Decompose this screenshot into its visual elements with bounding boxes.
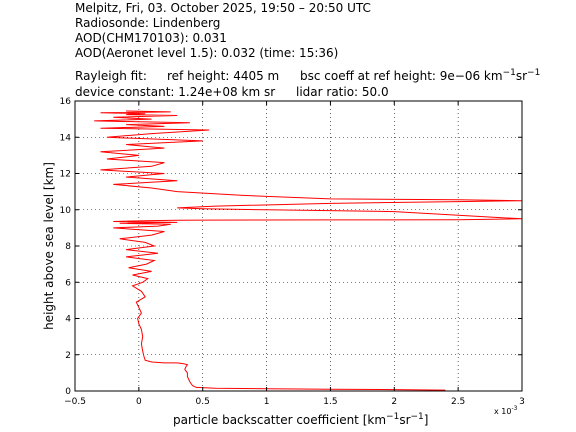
x-tick-label: 2.5	[451, 397, 465, 407]
bsc-coeff: bsc coeff at ref height: 9e−06 km−1sr−1	[300, 68, 540, 83]
y-tick-label: 12	[60, 170, 71, 180]
x-tick-label: 0.5	[196, 397, 210, 407]
header-text: Melpitz, Fri, 03. October 2025, 19:50 – …	[75, 1, 540, 99]
aod-chm-line: AOD(CHM170103): 0.031	[75, 31, 227, 45]
y-tick-label: 6	[65, 278, 71, 288]
title-line: Melpitz, Fri, 03. October 2025, 19:50 – …	[75, 1, 371, 15]
y-tick-label: 0	[65, 387, 71, 397]
x-axis-label: particle backscatter coefficient [km−1sr…	[173, 412, 428, 427]
y-tick-label: 8	[65, 242, 71, 252]
x-tick-label: 2	[391, 397, 397, 407]
x-tick-label: 1.5	[323, 397, 337, 407]
x-tick-label: 3	[519, 397, 525, 407]
x-multiplier: x 10-3	[494, 405, 518, 416]
y-tick-label: 2	[65, 351, 71, 361]
ref-height: ref height: 4405 m	[167, 69, 279, 83]
device-constant: device constant: 1.24e+08 km sr	[75, 85, 275, 99]
grid-lines	[75, 101, 522, 391]
aod-aeronet-line: AOD(Aeronet level 1.5): 0.032 (time: 15:…	[75, 46, 338, 60]
y-tick-label: 14	[60, 133, 72, 143]
x-tick-label: −0.5	[64, 397, 86, 407]
backscatter-profile-line	[94, 110, 522, 391]
y-tick-label: 16	[60, 97, 72, 107]
y-axis-ticks: 0 2 4 6 8 10 12 14 16	[60, 97, 522, 397]
y-tick-label: 4	[65, 315, 71, 325]
y-tick-label: 10	[60, 206, 72, 216]
x-tick-label: 0	[136, 397, 142, 407]
x-axis-ticks: −0.5 0 0.5 1 1.5 2 2.5 3	[64, 101, 525, 407]
radiosonde-line: Radiosonde: Lindenberg	[75, 16, 220, 30]
rayleigh-label: Rayleigh fit:	[75, 69, 147, 83]
series-group	[94, 110, 522, 391]
y-axis-label: height above sea level [km]	[42, 162, 56, 330]
x-tick-label: 1	[264, 397, 270, 407]
lidar-ratio: lidar ratio: 50.0	[296, 85, 389, 99]
